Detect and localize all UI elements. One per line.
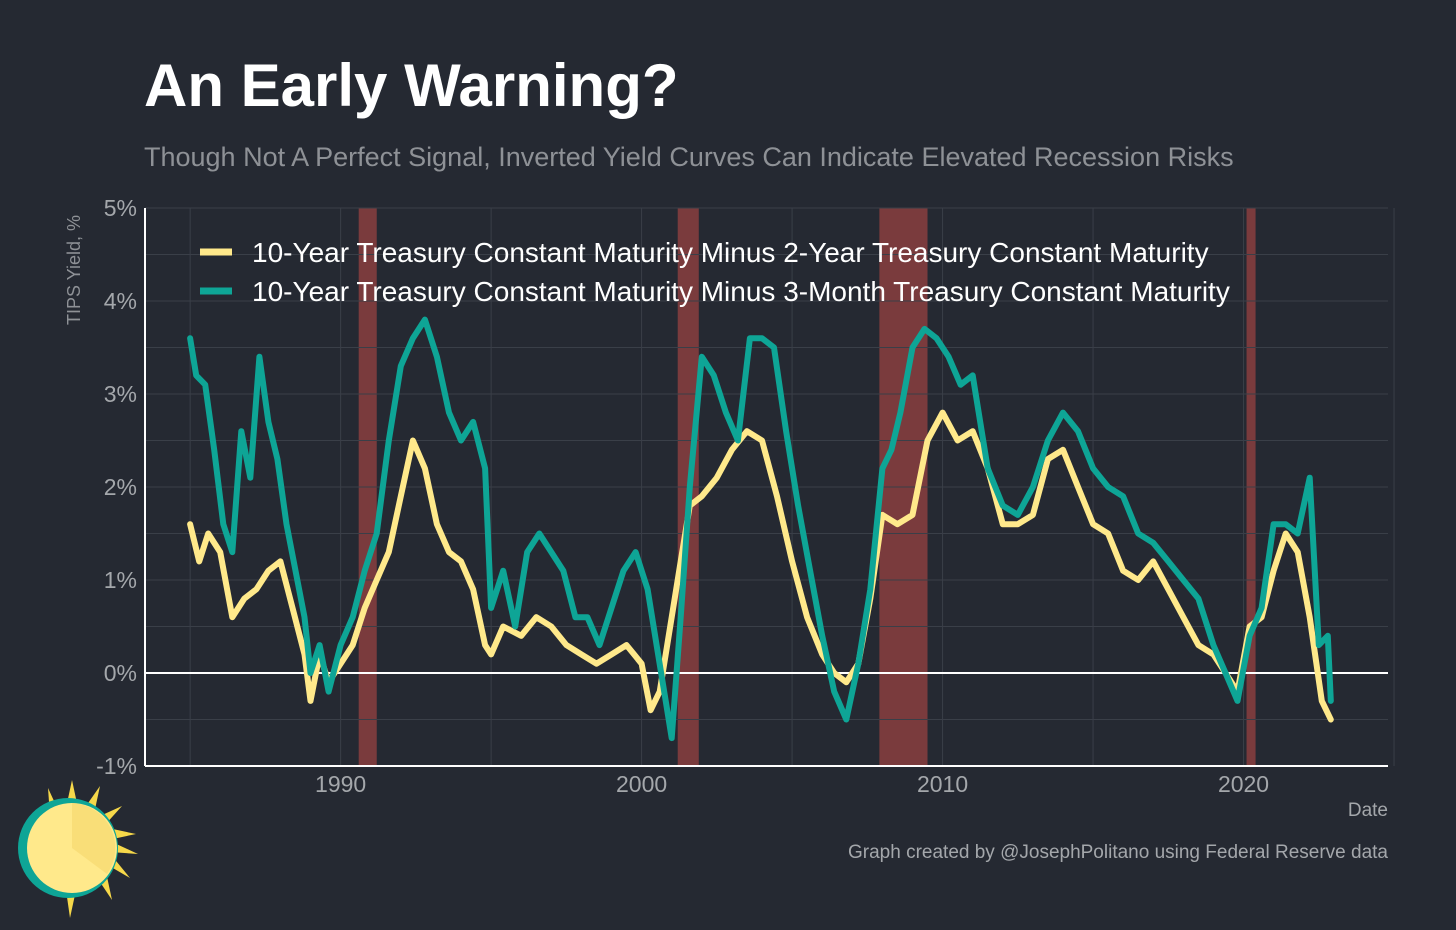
x-tick-label: 2020 bbox=[1218, 771, 1269, 797]
chart-subtitle: Though Not A Perfect Signal, Inverted Yi… bbox=[144, 142, 1234, 172]
y-tick-label: 0% bbox=[104, 660, 137, 686]
legend-label-2y: 10-Year Treasury Constant Maturity Minus… bbox=[252, 237, 1209, 268]
chart-title: An Early Warning? bbox=[144, 52, 679, 119]
y-tick-label: 2% bbox=[104, 474, 137, 500]
legend: 10-Year Treasury Constant Maturity Minus… bbox=[200, 237, 1230, 307]
y-tick-label: 5% bbox=[104, 195, 137, 221]
x-tick-label: 1990 bbox=[315, 771, 366, 797]
sun-icon bbox=[18, 780, 138, 918]
y-axis-ticks: -1% 0% 1% 2% 3% 4% 5% bbox=[96, 195, 137, 779]
series-line-1 bbox=[187, 316, 1334, 742]
series-line-0 bbox=[187, 409, 1334, 723]
y-tick-label: 4% bbox=[104, 288, 137, 314]
series-lines bbox=[187, 316, 1334, 742]
x-axis-ticks: 1990 2000 2010 2020 bbox=[315, 771, 1269, 797]
x-tick-label: 2000 bbox=[616, 771, 667, 797]
y-axis-label: TIPS Yield, % bbox=[64, 215, 84, 325]
source-caption: Graph created by @JosephPolitano using F… bbox=[848, 842, 1388, 863]
y-tick-label: 1% bbox=[104, 567, 137, 593]
x-tick-label: 2010 bbox=[917, 771, 968, 797]
x-axis-label: Date bbox=[1347, 800, 1388, 821]
legend-label-3m: 10-Year Treasury Constant Maturity Minus… bbox=[252, 276, 1230, 307]
y-tick-label: 3% bbox=[104, 381, 137, 407]
y-tick-label: -1% bbox=[96, 753, 137, 779]
